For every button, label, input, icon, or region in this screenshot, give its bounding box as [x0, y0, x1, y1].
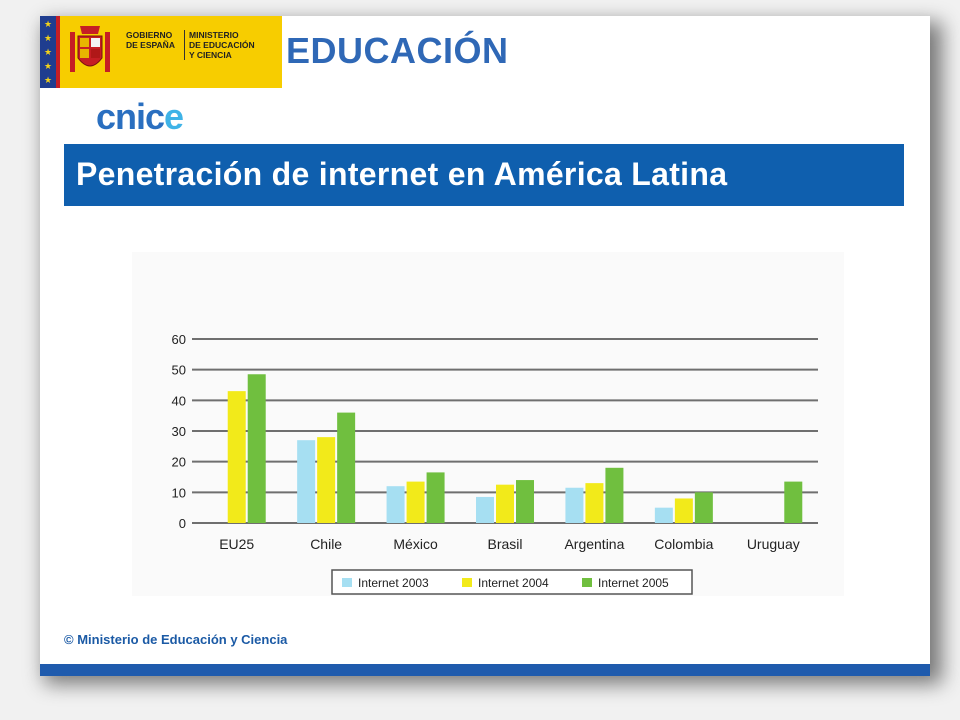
y-tick-label: 10 — [172, 485, 186, 500]
ministry-line: Y CIENCIA — [189, 50, 232, 60]
bar — [654, 507, 673, 523]
y-tick-label: 50 — [172, 363, 186, 378]
legend-label: Internet 2003 — [358, 576, 429, 590]
bar — [585, 483, 604, 523]
bar — [317, 437, 336, 523]
ministry-line: MINISTERIO — [189, 30, 239, 40]
bar — [694, 492, 713, 523]
legend-swatch — [342, 578, 352, 587]
x-tick-label: Uruguay — [747, 536, 800, 552]
spain-flag-strip — [56, 16, 60, 88]
legend-label: Internet 2004 — [478, 576, 549, 590]
bar — [386, 486, 405, 523]
ministry-name-block: MINISTERIO DE EDUCACIÓN Y CIENCIA — [184, 30, 283, 60]
legend-swatch — [462, 578, 472, 587]
bar — [426, 472, 445, 523]
bar — [406, 481, 425, 523]
bar-chart: 0 10 20 30 40 50 60 EU25 Chile México Brasil Argent… — [172, 332, 818, 595]
copyright-notice: © Ministerio de Educación y Ciencia — [64, 632, 288, 647]
star-icon: ★ — [44, 61, 53, 71]
star-icon: ★ — [44, 75, 53, 85]
bar — [297, 440, 316, 523]
y-tick-label: 40 — [172, 393, 186, 408]
y-tick-label: 60 — [172, 332, 186, 347]
y-tick-label: 20 — [172, 455, 186, 470]
slide-title: Penetración de internet en América Latin… — [76, 156, 728, 192]
coat-of-arms-icon — [70, 26, 110, 72]
brand-wordmark: EDUCACIÓN — [286, 30, 509, 71]
government-logo: GOBIERNO DE ESPAÑA MINISTERIO DE EDUCACI… — [60, 16, 282, 88]
eu-flag-strip: ★ ★ ★ ★ ★ — [40, 16, 56, 88]
bar — [227, 391, 246, 523]
bar — [565, 487, 584, 523]
bar — [496, 484, 514, 523]
y-tick-label: 0 — [179, 516, 186, 531]
gov-name-block: GOBIERNO DE ESPAÑA — [126, 30, 178, 50]
bar — [337, 412, 356, 523]
footer-bar — [40, 664, 930, 676]
x-tick-label: Argentina — [564, 536, 624, 552]
legend-label: Internet 2005 — [598, 576, 669, 590]
chart-panel: 0 10 20 30 40 50 60 EU25 Chile México Brasil Argent… — [132, 252, 844, 596]
bar — [476, 496, 494, 523]
x-tick-label: México — [393, 536, 438, 552]
cnice-logo-main: cnic — [96, 96, 165, 137]
ministry-line: DE EDUCACIÓN — [189, 40, 255, 50]
star-icon: ★ — [44, 19, 53, 29]
cnice-logo: cnice — [96, 96, 184, 138]
star-icon: ★ — [44, 33, 53, 43]
cnice-logo-tail: e — [164, 96, 184, 137]
title-bar: Penetración de internet en América Latin… — [64, 144, 904, 206]
x-tick-label: Chile — [310, 536, 342, 552]
gov-line: GOBIERNO — [126, 30, 173, 40]
x-tick-label: Colombia — [654, 536, 713, 552]
bar — [516, 480, 534, 523]
y-tick-label: 30 — [172, 424, 186, 439]
x-tick-label: Brasil — [487, 536, 522, 552]
bar — [247, 374, 266, 523]
legend-box — [331, 569, 693, 595]
star-icon: ★ — [44, 47, 53, 57]
bar — [784, 481, 803, 523]
slide: ★ ★ ★ ★ ★ GOBIERNO DE ESPAÑA MINISTERIO … — [40, 16, 930, 676]
bar — [605, 467, 624, 523]
x-tick-label: EU25 — [219, 536, 254, 552]
gov-line: DE ESPAÑA — [126, 40, 175, 50]
legend-swatch — [582, 578, 592, 587]
bar — [674, 498, 693, 523]
